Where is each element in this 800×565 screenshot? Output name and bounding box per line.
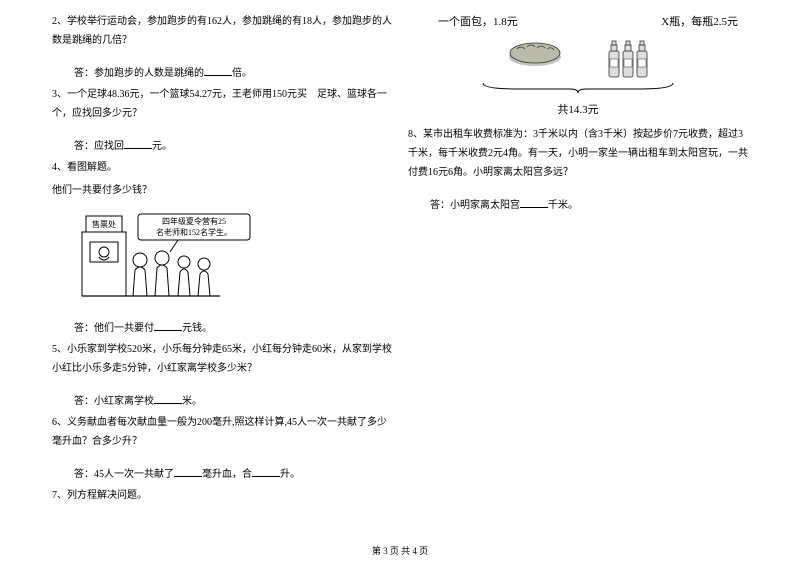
answer-5-pre: 答：小红家离学校	[74, 396, 154, 407]
brace-icon	[478, 81, 678, 93]
answer-6-mid: 毫升血，合	[202, 469, 252, 480]
answer-2-post: 倍。	[232, 68, 252, 79]
answer-8-pre: 答：小明家离太阳宫	[430, 200, 520, 211]
page: 2、学校举行运动会，参加跑步的有162人，参加跳绳的有18人，参加跑步的人数是跳…	[0, 0, 800, 565]
question-3: 3、一个足球48.36元，一个篮球54.27元，王老师用150元买 足球、篮球各…	[52, 85, 392, 123]
banner-line-1: 四年级夏令营有25	[162, 216, 226, 226]
question-4b: 他们一共要付多少钱？	[52, 181, 392, 200]
answer-3-pre: 答：应找回	[74, 141, 124, 152]
question-2: 2、学校举行运动会，参加跑步的有162人，参加跳绳的有18人，参加跑步的人数是跳…	[52, 12, 392, 50]
total-label: 共14.3元	[408, 100, 748, 121]
blank	[174, 467, 202, 477]
answer-2-pre: 答：参加跑步的人数是跳绳的	[74, 68, 204, 79]
answer-4: 答：他们一共要付 元钱。	[74, 319, 392, 338]
question-5: 5、小乐家到学校520米，小乐每分钟走65米，小红每分钟走60米，从家到学校小红…	[52, 340, 392, 378]
illustration-ticket-booth: 售票处 四年级夏令营有25 名老师和152名学生。	[80, 208, 260, 298]
blank	[520, 198, 548, 208]
blank	[154, 394, 182, 404]
answer-6-post: 升。	[280, 469, 300, 480]
answer-5-post: 米。	[182, 396, 202, 407]
answer-3-post: 元。	[152, 141, 172, 152]
page-footer: 第 3 页 共 4 页	[0, 544, 800, 557]
q7-images	[408, 39, 748, 79]
blank	[154, 321, 182, 331]
blank	[124, 139, 152, 149]
answer-8-post: 千米。	[548, 200, 578, 211]
blank	[204, 66, 232, 76]
sign-text: 售票处	[92, 219, 116, 229]
left-column: 2、学校举行运动会，参加跑步的有162人，参加跳绳的有18人，参加跑步的人数是跳…	[48, 12, 400, 535]
answer-4-post: 元钱。	[182, 323, 212, 334]
bread-icon	[505, 39, 565, 67]
bottles-icon	[605, 39, 651, 79]
right-column: 一个面包，1.8元 X瓶，每瓶2.5元	[400, 12, 752, 535]
answer-4-pre: 答：他们一共要付	[74, 323, 154, 334]
bottle-label: X瓶，每瓶2.5元	[661, 12, 738, 33]
answer-6-pre: 答：45人一次一共献了	[74, 469, 174, 480]
answer-5: 答：小红家离学校 米。	[74, 392, 392, 411]
answer-2: 答：参加跑步的人数是跳绳的 倍。	[74, 64, 392, 83]
banner-line-2: 名老师和152名学生。	[156, 227, 232, 237]
question-6: 6、义务献血者每次献血量一般为200毫升,照这样计算,45人一次一共献了多少毫升…	[52, 413, 392, 451]
question-4: 4、看图解题。	[52, 158, 392, 177]
brace-row	[408, 81, 748, 100]
bread-label: 一个面包，1.8元	[438, 12, 518, 33]
question-7: 7、列方程解决问题。	[52, 486, 392, 505]
answer-8: 答：小明家离太阳宫 千米。	[430, 196, 748, 215]
answer-3: 答：应找回 元。	[74, 137, 392, 156]
answer-6: 答：45人一次一共献了 毫升血，合 升。	[74, 465, 392, 484]
question-8: 8、某市出租车收费标准为：3千米以内（含3千米）按起步价7元收费，超过3千米，每…	[408, 125, 748, 182]
q7-labels: 一个面包，1.8元 X瓶，每瓶2.5元	[408, 12, 748, 33]
blank	[252, 467, 280, 477]
